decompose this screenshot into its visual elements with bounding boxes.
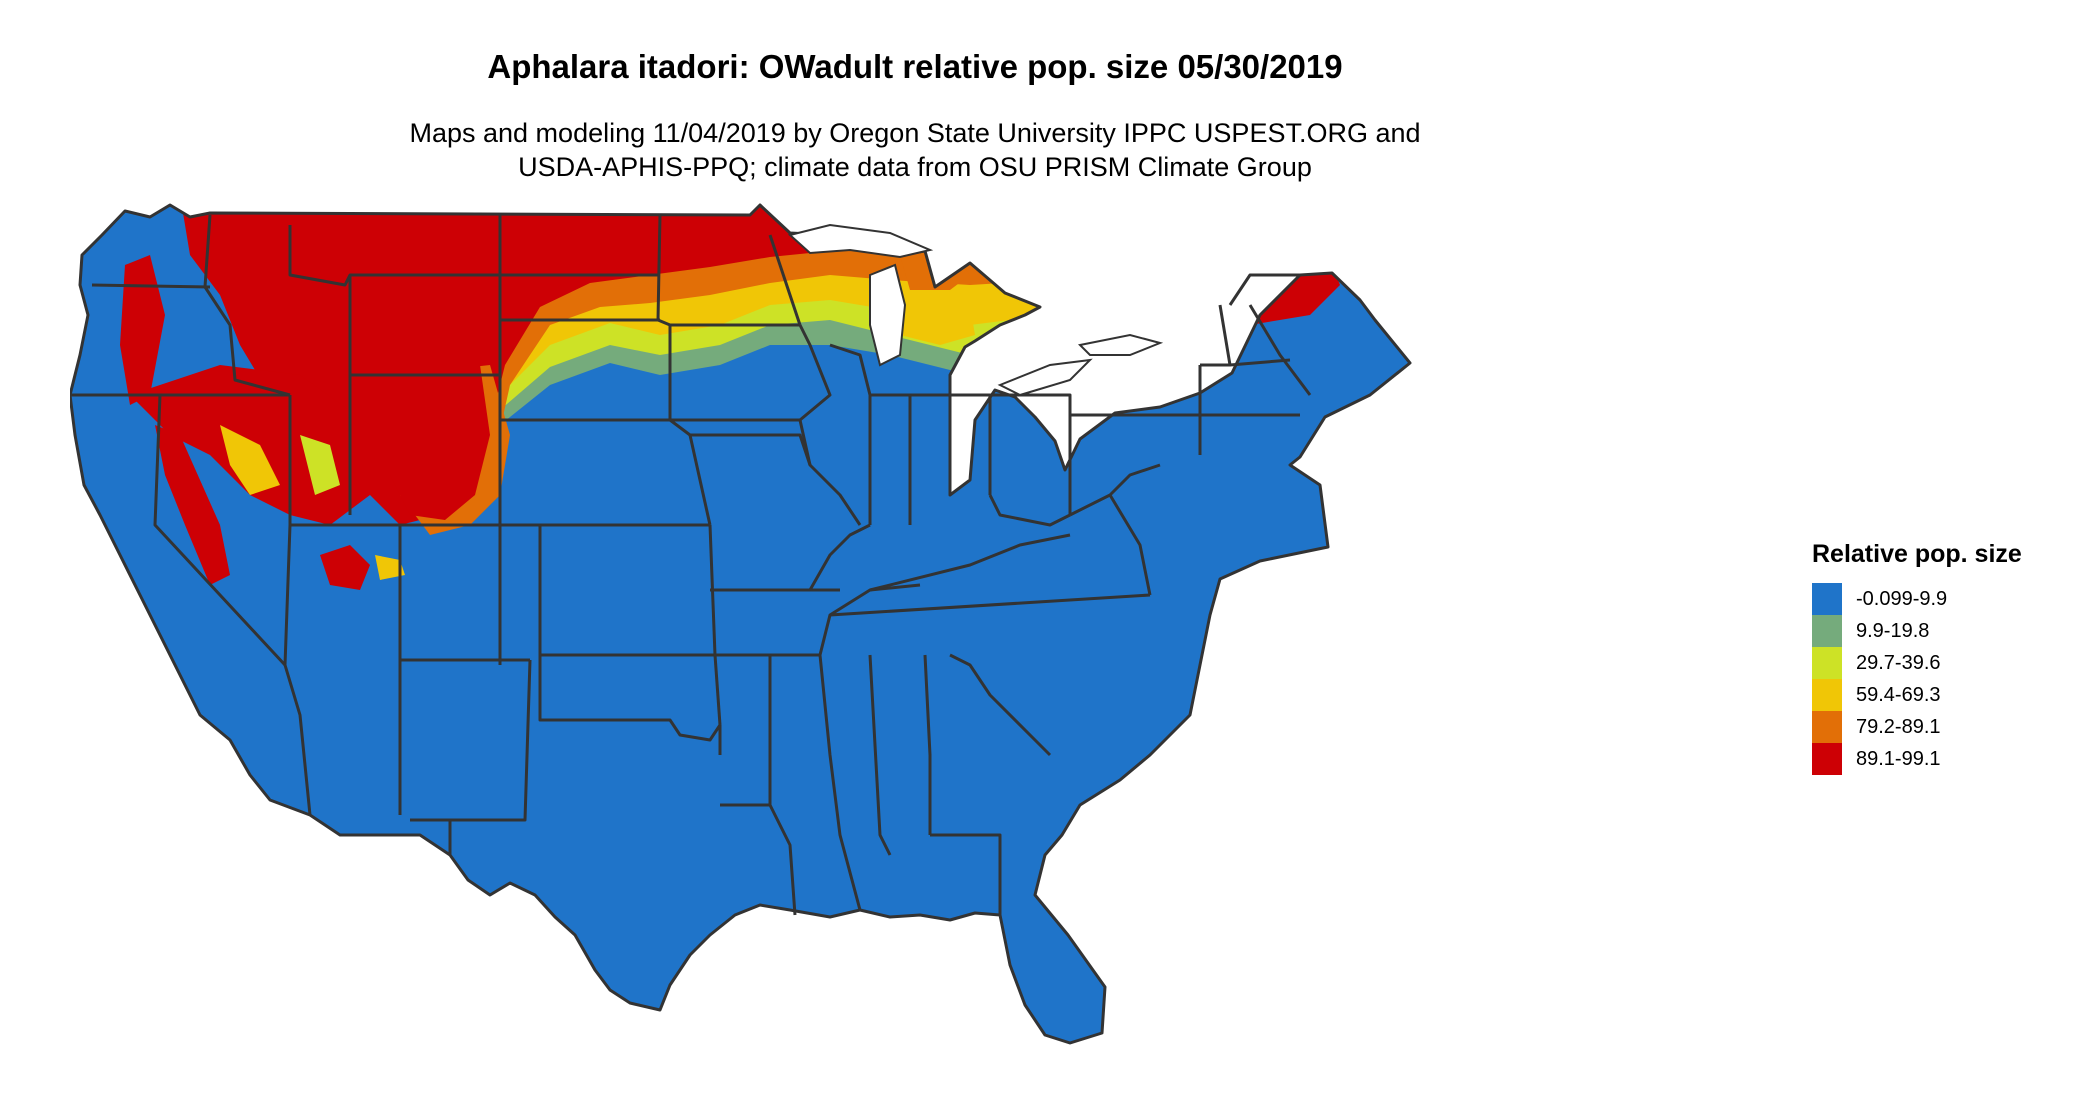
map-title: Aphalara itadori: OWadult relative pop. … [487, 48, 1343, 85]
legend-label: 9.9-19.8 [1856, 619, 1930, 642]
legend-item: -0.099-9.9 [1812, 583, 2022, 615]
class-29-7-39-6-great-basin [300, 435, 340, 495]
legend-item: 9.9-19.8 [1812, 615, 2022, 647]
legend-label: -0.099-9.9 [1856, 587, 1948, 610]
legend-item: 79.2-89.1 [1812, 711, 2022, 743]
legend-swatch [1812, 647, 1842, 679]
us-outline [70, 203, 1412, 1045]
legend-label: 59.4-69.3 [1856, 683, 1941, 706]
legend-item: 89.1-99.1 [1812, 743, 2022, 775]
lake-erie [997, 358, 1093, 397]
legend-swatch [1812, 583, 1842, 615]
state-borders [70, 203, 1412, 1045]
legend-swatch [1812, 743, 1842, 775]
lake-ontario [1077, 333, 1164, 356]
lake-michigan [869, 263, 907, 367]
legend-item: 59.4-69.3 [1812, 679, 2022, 711]
class-79-2-89-1-new-england [1150, 285, 1230, 330]
class-89-1-99-1-mogollon [320, 545, 370, 590]
class-89-1-99-1-sierra [155, 425, 230, 585]
us-map [70, 203, 1412, 1045]
legend-label: 29.7-39.6 [1856, 651, 1941, 674]
legend-swatch [1812, 615, 1842, 647]
population-raster [70, 205, 1410, 1043]
class-59-4-69-3-michigan [890, 285, 975, 345]
map-subtitle-line-2: USDA-APHIS-PPQ; climate data from OSU PR… [518, 152, 1312, 182]
legend-title: Relative pop. size [1812, 540, 2022, 568]
map-legend: Relative pop. size -0.099-9.9 9.9-19.8 2… [1812, 540, 2022, 775]
legend-label: 79.2-89.1 [1856, 715, 1941, 738]
class-59-4-69-3-mogollon [375, 555, 405, 580]
legend-swatch [1812, 711, 1842, 743]
legend-label: 89.1-99.1 [1856, 747, 1941, 770]
map-subtitle-line-1: Maps and modeling 11/04/2019 by Oregon S… [409, 118, 1421, 148]
lake-superior [787, 223, 934, 259]
legend-swatch [1812, 679, 1842, 711]
class-89-1-99-1-rockies [390, 365, 490, 520]
great-lakes [787, 223, 1164, 397]
class-89-1-99-1-cascades [120, 255, 165, 405]
class-59-4-69-3-great-basin [220, 425, 280, 495]
legend-item: 29.7-39.6 [1812, 647, 2022, 679]
class-59-4-69-3-adirondack [1090, 275, 1170, 320]
